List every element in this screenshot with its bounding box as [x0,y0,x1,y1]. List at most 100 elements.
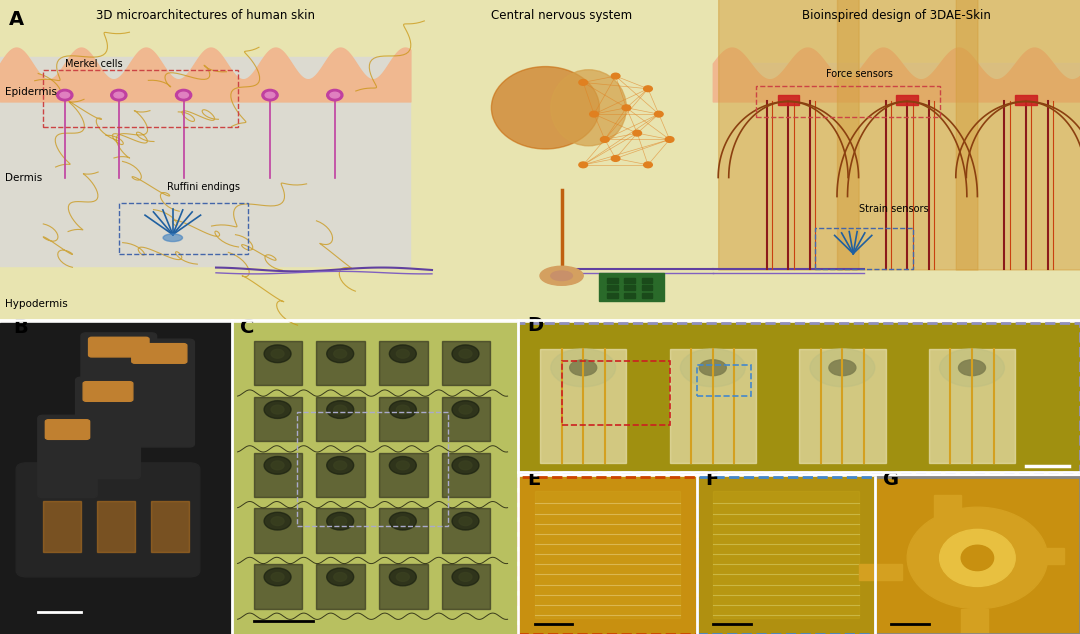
Bar [713,491,859,618]
Bar [442,453,490,497]
Ellipse shape [326,456,354,474]
Bar [624,293,635,298]
Bar [642,293,652,298]
Bar [713,63,1080,101]
Ellipse shape [334,517,347,526]
Bar [624,285,635,290]
Ellipse shape [611,74,620,79]
FancyBboxPatch shape [45,420,90,439]
Ellipse shape [459,573,472,581]
Ellipse shape [579,80,588,85]
Bar [518,477,697,634]
Ellipse shape [453,456,480,474]
Ellipse shape [551,271,572,280]
Ellipse shape [551,70,626,146]
FancyBboxPatch shape [89,337,149,357]
Ellipse shape [396,573,409,581]
Ellipse shape [453,401,480,418]
FancyBboxPatch shape [38,415,97,498]
Ellipse shape [271,349,284,358]
Bar [254,508,302,553]
Text: Epidermis: Epidermis [5,87,57,97]
Ellipse shape [540,266,583,285]
Ellipse shape [940,529,1015,586]
Bar [442,564,490,609]
Text: G: G [883,470,900,489]
Ellipse shape [829,359,855,375]
Ellipse shape [56,89,72,101]
FancyBboxPatch shape [16,463,200,577]
Ellipse shape [334,461,347,470]
Bar [316,397,365,441]
Ellipse shape [326,512,354,530]
Bar [232,323,518,634]
Ellipse shape [600,136,609,142]
Bar [540,349,626,463]
Ellipse shape [396,517,409,526]
Ellipse shape [330,93,340,98]
Text: Ruffini endings: Ruffini endings [167,182,241,192]
Bar [535,491,680,618]
Ellipse shape [590,112,598,117]
Bar [97,501,135,552]
Bar [254,341,302,385]
FancyBboxPatch shape [81,333,157,415]
Ellipse shape [491,67,599,149]
Bar [1021,548,1064,564]
Ellipse shape [389,401,417,418]
Ellipse shape [326,89,343,101]
Ellipse shape [907,507,1048,609]
Bar [410,0,713,320]
Text: Central nervous system: Central nervous system [491,10,632,22]
Text: Dermis: Dermis [5,172,42,183]
Bar [624,278,635,283]
Bar [607,293,618,298]
Ellipse shape [265,568,292,586]
Bar [518,477,697,634]
Ellipse shape [265,456,292,474]
FancyBboxPatch shape [124,339,194,447]
Bar [713,0,1080,320]
Bar [379,341,428,385]
Text: Bioinspired design of 3DAE-Skin: Bioinspired design of 3DAE-Skin [802,10,990,22]
Bar [379,508,428,553]
Bar [254,453,302,497]
Ellipse shape [644,86,652,91]
Text: Strain sensors: Strain sensors [859,204,928,214]
Ellipse shape [396,349,409,358]
Ellipse shape [389,568,417,586]
Bar [670,349,756,463]
Ellipse shape [114,93,123,98]
Ellipse shape [459,405,472,414]
Bar [599,273,664,301]
Ellipse shape [261,89,279,101]
Ellipse shape [680,349,745,387]
Bar [875,477,1080,634]
Text: Hypodermis: Hypodermis [5,299,68,309]
Bar [815,228,913,269]
Bar [379,453,428,497]
Text: B: B [13,318,28,337]
Bar [379,564,428,609]
Text: Force sensors: Force sensors [826,69,893,79]
Bar [151,501,189,552]
Bar [697,477,875,634]
Bar [697,365,751,396]
Ellipse shape [389,345,417,363]
Ellipse shape [179,93,189,98]
Bar [961,609,988,634]
Ellipse shape [644,162,652,168]
Bar [43,70,238,127]
FancyBboxPatch shape [83,382,133,401]
Ellipse shape [396,405,409,414]
Ellipse shape [326,568,354,586]
Ellipse shape [271,461,284,470]
Bar [518,323,1080,472]
Ellipse shape [326,345,354,363]
Ellipse shape [959,359,986,375]
Ellipse shape [271,573,284,581]
Bar [875,477,1080,634]
Ellipse shape [622,105,631,110]
Ellipse shape [453,512,480,530]
Ellipse shape [265,512,292,530]
